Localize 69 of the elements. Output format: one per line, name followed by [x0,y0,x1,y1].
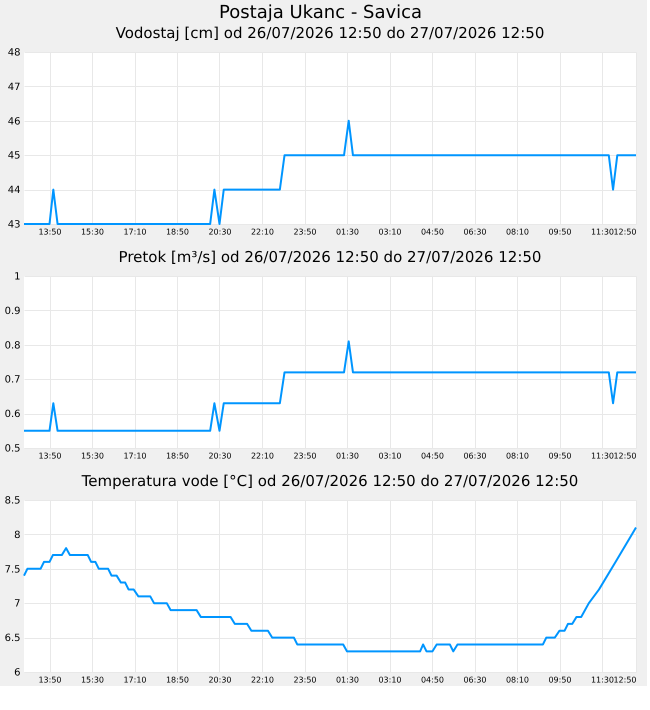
y-tick-label: 45 [8,150,20,162]
x-tick-label: 04:50 [420,676,444,684]
x-tick-label: 08:10 [506,452,530,460]
y-tick-label: 48 [8,48,20,58]
x-tick-label: 13:50 [38,676,62,684]
chart-title: Postaja Ukanc - Savica [219,2,422,23]
x-tick-label: 01:30 [336,676,360,684]
chart-title: Temperatura vode [°C] od 26/07/2026 12:50 do 27/07/2026 12:50 [80,472,578,490]
x-tick-label: 17:10 [123,676,147,684]
x-tick-label: 03:10 [378,228,402,236]
x-tick-label: 06:30 [463,676,487,684]
x-tick-label: 15:30 [80,228,104,236]
x-tick-label: 13:50 [38,228,62,236]
x-tick-label: 01:30 [336,452,360,460]
x-tick-label: 11:30 [590,676,614,684]
x-tick-label: 20:30 [208,228,232,236]
x-tick-label: 15:30 [80,452,104,460]
chart-title: Pretok [m³/s] od 26/07/2026 12:50 do 27/07/2026 12:50 [118,248,542,266]
y-tick-label: 0.8 [4,340,20,352]
y-tick-label: 46 [8,116,20,128]
x-tick-label: 17:10 [123,228,147,236]
x-tick-label: 03:10 [378,452,402,460]
x-tick-label: 18:50 [166,228,190,236]
y-tick-label: 44 [8,185,20,196]
y-tick-label: 47 [8,82,20,93]
x-tick-label: 20:30 [208,452,232,460]
x-tick-label: 17:10 [123,452,147,460]
x-tick-label: 12:50 [613,228,636,236]
x-tick-label: 11:30 [590,452,614,460]
chart-subtitle: Vodostaj [cm] od 26/07/2026 12:50 do 27/07/2026 12:50 [116,24,544,42]
y-tick-label: 0.9 [4,306,20,317]
x-tick-label: 23:50 [293,452,317,460]
x-tick-label: 15:30 [80,676,104,684]
x-tick-label: 04:50 [420,228,444,236]
x-tick-label: 18:50 [166,676,190,684]
x-tick-label: 08:10 [506,228,530,236]
line-series [23,526,637,652]
y-tick-label: 0.5 [4,444,20,454]
x-tick-label: 20:30 [208,676,232,684]
x-tick-label: 06:30 [463,228,487,236]
y-tick-label: 0.6 [4,409,20,420]
line-series [23,340,637,432]
y-tick-label: 8 [14,530,20,541]
x-tick-label: 09:50 [548,676,572,684]
y-tick-label: 1 [14,272,20,282]
x-tick-label: 22:10 [250,228,274,236]
x-tick-label: 01:30 [336,228,360,236]
x-tick-label: 12:50 [613,676,636,684]
x-tick-label: 22:10 [250,452,274,460]
x-tick-label: 09:50 [548,452,572,460]
x-tick-label: 12:50 [613,452,636,460]
y-tick-label: 7 [14,598,20,610]
x-tick-label: 09:50 [548,228,572,236]
y-tick-label: 8.5 [4,496,20,506]
x-tick-label: 23:50 [293,676,317,684]
y-tick-label: 43 [8,220,20,230]
x-tick-label: 13:50 [38,452,62,460]
x-tick-label: 22:10 [250,676,274,684]
x-tick-label: 18:50 [166,452,190,460]
x-tick-label: 11:30 [590,228,614,236]
x-tick-label: 03:10 [378,676,402,684]
x-tick-label: 04:50 [420,452,444,460]
x-tick-label: 08:10 [506,676,530,684]
x-tick-label: 23:50 [293,228,317,236]
y-tick-label: 7.5 [4,564,20,576]
y-tick-label: 0.7 [4,374,20,386]
y-tick-label: 6.5 [4,633,20,644]
x-tick-label: 06:30 [463,452,487,460]
y-tick-label: 6 [14,668,20,678]
